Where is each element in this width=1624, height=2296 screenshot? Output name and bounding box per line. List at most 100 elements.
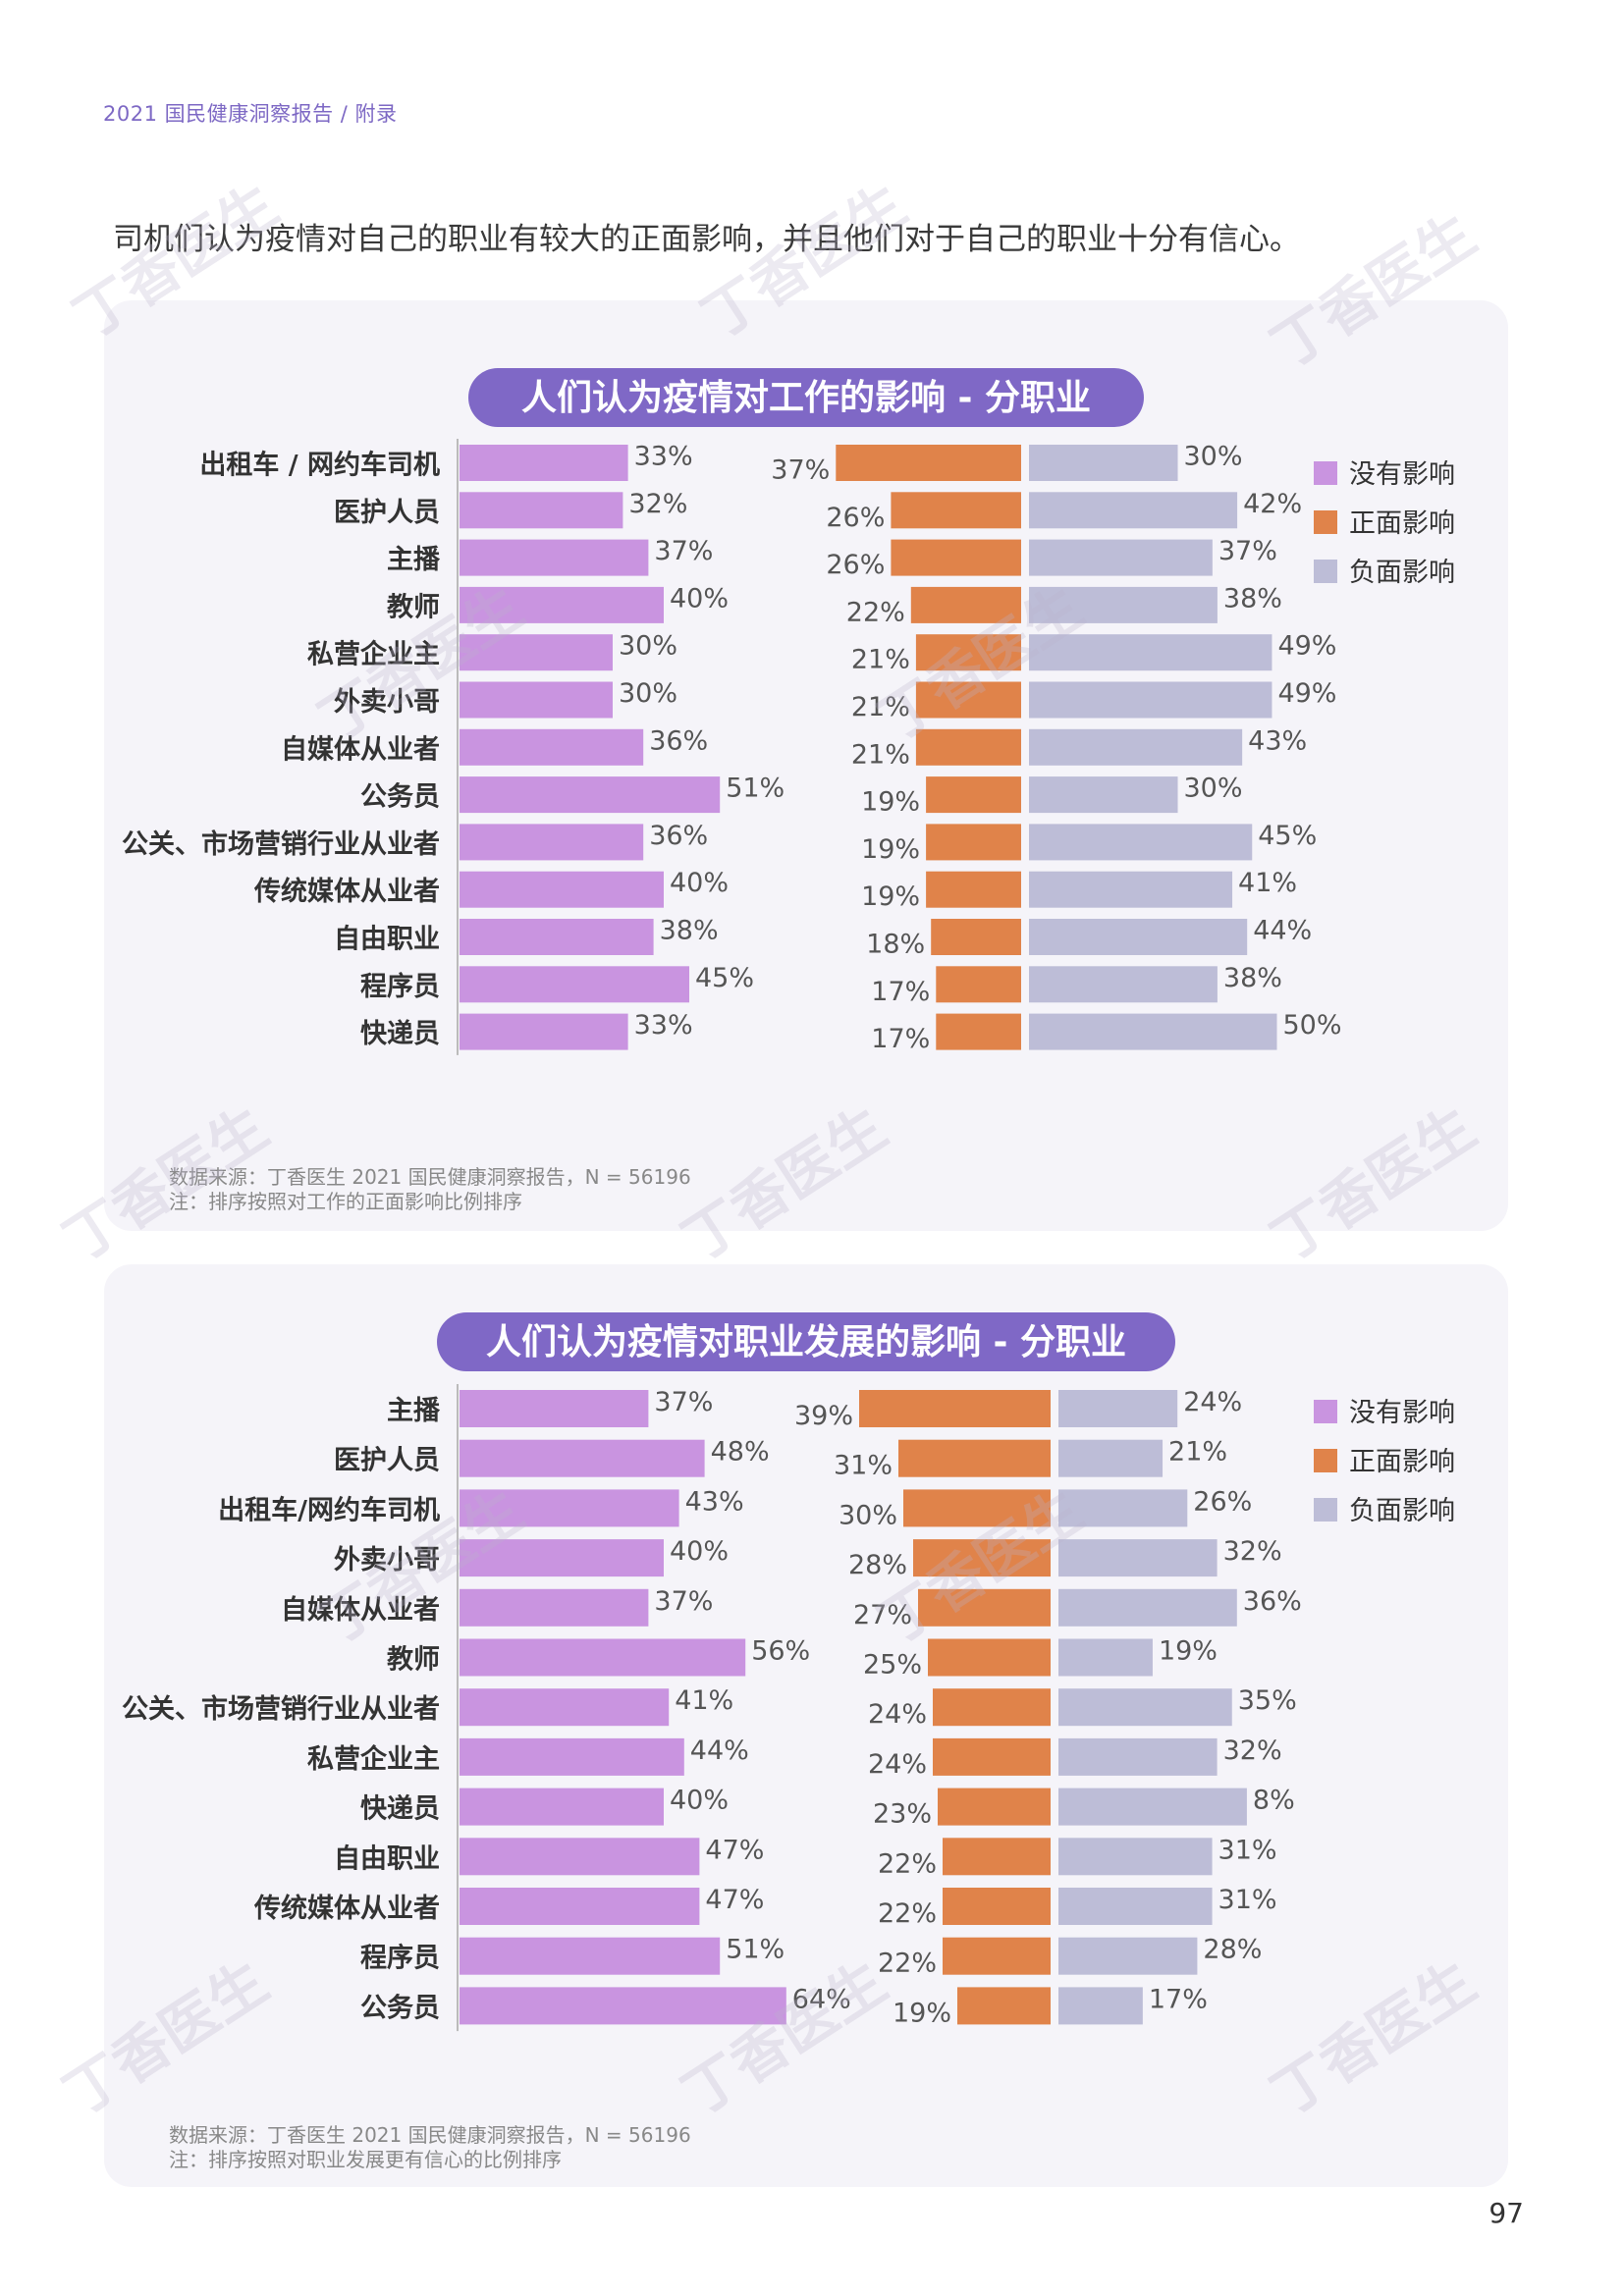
value-label-positive: 22%: [878, 1848, 937, 1879]
value-label-negative: 49%: [1277, 678, 1336, 709]
bar-negative: [1029, 728, 1243, 766]
bar-none: [460, 1737, 684, 1776]
value-label-none: 56%: [751, 1636, 810, 1667]
chart-title-pill: [468, 368, 1144, 427]
value-label-none: 37%: [654, 1387, 713, 1417]
value-label-negative: 44%: [1253, 916, 1312, 946]
value-label-none: 37%: [654, 536, 713, 566]
bar-none: [460, 1937, 721, 1975]
value-label-none: 51%: [726, 1935, 785, 1965]
bar-positive: [915, 634, 1021, 671]
value-label-none: 47%: [705, 1835, 764, 1865]
bar-positive: [913, 1539, 1051, 1577]
category-label: 自媒体从业者: [281, 733, 440, 765]
bar-positive: [943, 1838, 1051, 1876]
legend-swatch: [1314, 510, 1337, 534]
bar-negative: [1029, 919, 1248, 955]
legend-label: 负面影响: [1349, 1496, 1455, 1526]
category-label: 出租车/网约车司机: [218, 1494, 440, 1525]
value-label-none: 32%: [628, 489, 687, 519]
value-label-none: 64%: [792, 1984, 851, 2014]
value-label-positive: 24%: [868, 1749, 927, 1780]
chart-title: 人们认为疫情对工作的影响 - 分职业: [521, 378, 1091, 418]
bar-positive: [915, 681, 1021, 719]
intro-text: 司机们认为疫情对自己的职业有较大的正面影响，并且他们对于自己的职业十分有信心。: [113, 222, 1300, 257]
category-label: 自媒体从业者: [281, 1594, 440, 1626]
bar-positive: [891, 539, 1021, 576]
bar-negative: [1029, 871, 1233, 908]
bar-none: [460, 1539, 664, 1577]
value-label-positive: 22%: [846, 597, 905, 627]
value-label-positive: 21%: [851, 739, 910, 770]
value-label-negative: 28%: [1203, 1935, 1262, 1965]
chart-title: 人们认为疫情对职业发展的影响 - 分职业: [486, 1322, 1126, 1362]
bar-negative: [1058, 1390, 1178, 1427]
bar-none: [460, 728, 644, 766]
chart-note: 注：排序按照对工作的正面影响比例排序: [169, 1190, 522, 1213]
value-label-none: 37%: [654, 1586, 713, 1617]
category-label: 主播: [387, 1396, 441, 1426]
value-label-none: 30%: [619, 631, 677, 662]
bar-positive: [936, 1013, 1021, 1050]
chart-source: 数据来源：丁香医生 2021 国民健康洞察报告，N = 56196: [169, 2123, 691, 2147]
bar-none: [460, 824, 644, 861]
bar-none: [460, 492, 623, 529]
bar-negative: [1058, 1489, 1188, 1527]
category-label: 自由职业: [334, 924, 440, 955]
value-label-positive: 23%: [873, 1799, 932, 1830]
bar-none: [460, 445, 628, 481]
chart-source: 数据来源：丁香医生 2021 国民健康洞察报告，N = 56196: [169, 1165, 691, 1189]
bar-negative: [1058, 1688, 1232, 1727]
value-label-positive: 17%: [871, 977, 930, 1007]
value-label-none: 30%: [619, 678, 677, 709]
value-label-negative: 45%: [1258, 821, 1317, 851]
value-label-negative: 24%: [1183, 1387, 1242, 1417]
legend-swatch: [1314, 1498, 1337, 1522]
value-label-negative: 30%: [1184, 774, 1243, 804]
value-label-none: 40%: [670, 1536, 729, 1567]
category-label: 医护人员: [334, 498, 440, 528]
bar-negative: [1029, 539, 1213, 576]
category-label: 出租车 / 网约车司机: [199, 450, 440, 481]
value-label-negative: 42%: [1243, 489, 1302, 519]
bar-none: [460, 1439, 705, 1477]
category-label: 程序员: [360, 1943, 440, 1974]
bar-positive: [926, 824, 1021, 861]
bar-positive: [926, 871, 1021, 908]
value-label-positive: 21%: [851, 692, 910, 722]
value-label-positive: 24%: [868, 1699, 927, 1730]
category-label: 传统媒体从业者: [253, 1893, 440, 1924]
value-label-negative: 35%: [1238, 1685, 1297, 1716]
value-label-negative: 31%: [1218, 1885, 1277, 1915]
value-label-none: 41%: [675, 1685, 733, 1716]
value-label-negative: 38%: [1223, 583, 1282, 614]
value-label-negative: 37%: [1218, 536, 1277, 566]
value-label-none: 36%: [649, 821, 708, 851]
bar-positive: [898, 1439, 1051, 1477]
value-label-none: 36%: [649, 725, 708, 756]
value-label-none: 40%: [670, 1786, 729, 1816]
report-header: 2021 国民健康洞察报告 / 附录: [103, 102, 398, 126]
bar-none: [460, 1390, 649, 1427]
category-label: 私营企业主: [307, 1743, 440, 1775]
value-label-positive: 19%: [861, 787, 920, 818]
bar-positive: [910, 586, 1021, 623]
category-label: 传统媒体从业者: [253, 876, 440, 907]
value-label-positive: 19%: [861, 834, 920, 865]
value-label-none: 43%: [685, 1486, 744, 1517]
bar-negative: [1058, 1439, 1164, 1477]
category-label: 教师: [387, 1645, 440, 1676]
bar-negative: [1029, 824, 1253, 861]
bar-none: [460, 1588, 649, 1627]
value-label-negative: 41%: [1238, 868, 1297, 898]
bar-none: [460, 871, 664, 908]
bar-positive: [938, 1788, 1051, 1826]
bar-none: [460, 586, 664, 623]
bar-positive: [836, 445, 1021, 481]
bar-none: [460, 1013, 628, 1050]
value-label-negative: 30%: [1184, 442, 1243, 472]
chart-panel-career-impact: 人们认为疫情对职业发展的影响 - 分职业 没有影响 正面影响 负面影响 主播 37% 39%…: [104, 1264, 1508, 2187]
bar-negative: [1029, 776, 1178, 814]
value-label-none: 40%: [670, 868, 729, 898]
